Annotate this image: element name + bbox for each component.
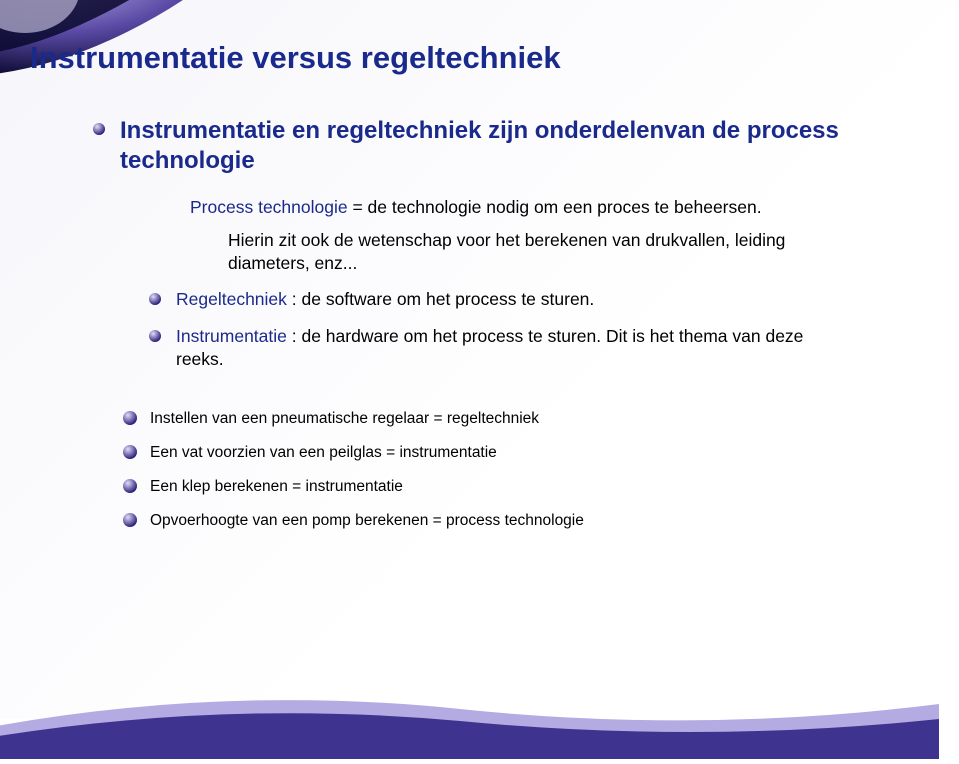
bullet-sphere-icon xyxy=(122,478,138,494)
example-text: Een vat voorzien van een peilglas = inst… xyxy=(150,443,497,463)
example-text: Instellen van een pneumatische regelaar … xyxy=(150,409,539,429)
bullet-sphere-icon xyxy=(148,329,162,343)
process-definition: Process technologie = de technologie nod… xyxy=(190,196,849,274)
intro-bullet: Instrumentatie en regeltechniek zijn ond… xyxy=(92,116,909,176)
point-regeltechniek: Regeltechniek : de software om het proce… xyxy=(148,288,849,311)
example-item: Instellen van een pneumatische regelaar … xyxy=(122,409,849,429)
point-text: Regeltechniek : de software om het proce… xyxy=(176,288,594,311)
bullet-sphere-icon xyxy=(122,512,138,528)
process-def-line2: Hierin zit ook de wetenschap voor het be… xyxy=(190,229,849,275)
bullet-sphere-icon xyxy=(92,122,106,136)
bullet-sphere-icon xyxy=(122,410,138,426)
slide-content: Instrumentatie versus regeltechniek Inst… xyxy=(0,0,959,585)
bullet-sphere-icon xyxy=(148,292,162,306)
example-item: Een klep berekenen = instrumentatie xyxy=(122,477,849,497)
point-instrumentatie: Instrumentatie : de hardware om het proc… xyxy=(148,325,849,371)
term-regeltechniek: Regeltechniek xyxy=(176,289,287,309)
intro-text: Instrumentatie en regeltechniek zijn ond… xyxy=(120,116,909,176)
bullet-sphere-icon xyxy=(122,444,138,460)
example-text: Een klep berekenen = instrumentatie xyxy=(150,477,403,497)
decorative-swoosh-bottom xyxy=(0,679,939,759)
example-text: Opvoerhoogte van een pomp berekenen = pr… xyxy=(150,511,584,531)
example-item: Opvoerhoogte van een pomp berekenen = pr… xyxy=(122,511,849,531)
example-item: Een vat voorzien van een peilglas = inst… xyxy=(122,443,849,463)
process-def-rest: = de technologie nodig om een proces te … xyxy=(348,197,762,217)
page-title: Instrumentatie versus regeltechniek xyxy=(30,40,909,76)
term-process-technologie: Process technologie xyxy=(190,197,348,217)
point-text: Instrumentatie : de hardware om het proc… xyxy=(176,325,849,371)
term-instrumentatie: Instrumentatie xyxy=(176,326,287,346)
